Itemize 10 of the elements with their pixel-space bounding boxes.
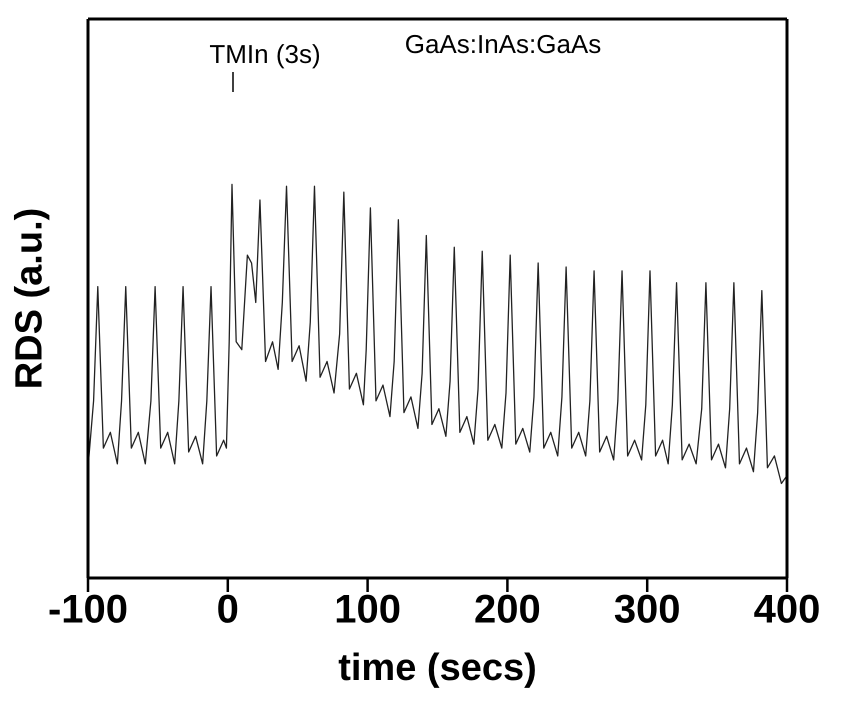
x-tick-label: 300 (614, 587, 681, 632)
text: TMIn (3s) (209, 39, 321, 69)
x-tick-label: -100 (48, 587, 128, 632)
text: GaAs:InAs:GaAs (404, 29, 602, 59)
x-axis-title: time (secs) (338, 647, 537, 689)
x-tick-label: 0 (216, 587, 239, 632)
x-tick-label: 400 (754, 587, 820, 632)
x-tick-label: 200 (474, 587, 541, 632)
x-tick-label: 100 (334, 587, 401, 632)
y-axis-title: RDS (a.u.) (8, 208, 50, 390)
